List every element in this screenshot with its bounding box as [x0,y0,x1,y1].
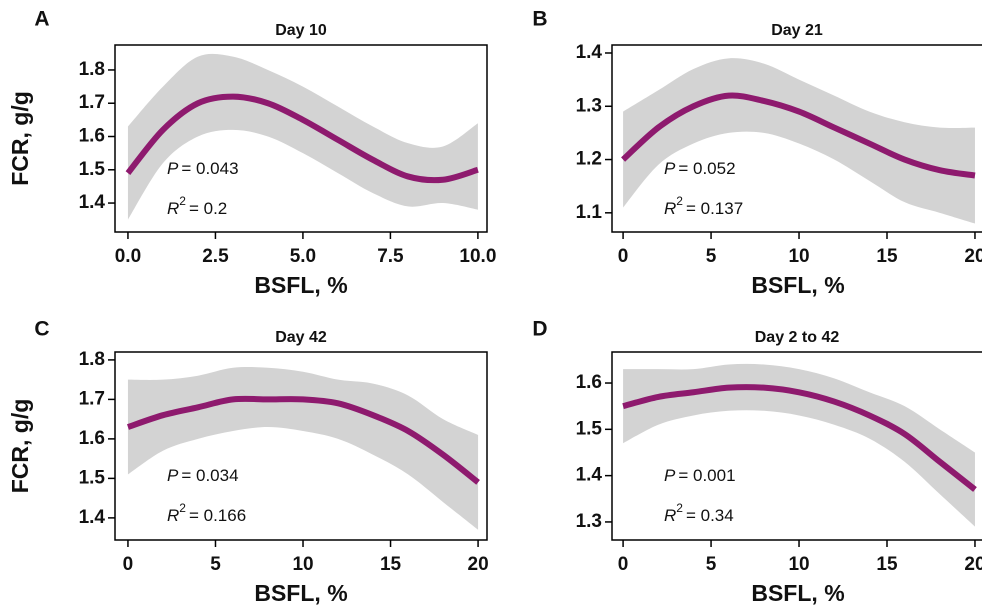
y-tick-label: 1.3 [576,511,602,532]
annotation-text: = 0.034 [181,466,238,485]
annotation-symbol: P [167,159,179,178]
annotation-symbol: R [664,199,676,218]
x-axis-label: BSFL, % [254,272,347,298]
annotation-symbol: R [167,506,179,525]
plot-frame [114,44,488,233]
y-tick-label: 1.2 [576,149,602,170]
panel-title: Day 10 [275,22,327,39]
annotation: P = 0.043 [167,159,239,178]
y-tick-label: 1.8 [79,349,105,370]
x-tick-label: 2.5 [202,246,229,267]
x-tick-label: 10 [292,554,313,575]
panel: B Day 21 1.1 1.2 1.3 1.4 0 5 10 15 20 BSFL, % P = 0.0… [532,8,982,298]
annotation: R2 = 0.2 [167,194,227,218]
x-tick-label: 5 [706,554,717,575]
panel: D Day 2 to 42 1.3 1.4 1.5 1.6 0 5 10 15 20 BSFL, % P… [532,318,982,606]
y-tick-label: 1.4 [576,42,603,63]
annotation-text: = 0.137 [686,199,743,218]
y-axis-label: FCR, g/g [7,91,33,186]
x-axis-label: BSFL, % [751,272,844,298]
plot-frame [114,351,488,541]
annotation-text: = 0.001 [678,466,735,485]
y-tick-label: 1.3 [576,95,602,116]
annotation-sup: 2 [676,194,683,208]
x-tick-label: 0 [618,246,629,267]
annotation: R2 = 0.34 [664,501,734,525]
panel-label: D [532,318,547,341]
x-axis-label: BSFL, % [751,580,844,606]
x-tick-label: 0 [123,554,134,575]
fit-line [126,395,480,485]
annotation-text: = 0.34 [686,506,734,525]
fit-line [125,93,479,184]
fit-line [622,384,977,492]
y-tick-label: 1.5 [79,159,106,180]
y-tick-label: 1.4 [576,465,603,486]
annotation: P = 0.001 [664,466,736,485]
annotation: R2 = 0.137 [664,194,743,218]
panel-label: C [34,318,49,341]
x-tick-label: 10 [788,554,809,575]
panel: A Day 10 1.4 1.5 1.6 1.7 1.8 0.0 2.5 5.0 7.5 10.0 BS… [7,8,496,299]
panel: C Day 42 1.4 1.5 1.6 1.7 1.8 0 5 10 15 20 BSFL, % FCR… [7,318,489,607]
y-tick-label: 1.5 [79,467,106,488]
x-tick-label: 0.0 [115,246,141,267]
confidence-band [127,367,479,530]
y-tick-label: 1.7 [79,92,105,113]
y-tick-label: 1.1 [576,202,603,223]
annotation-text: = 0.2 [189,199,227,218]
confidence-band [623,363,975,527]
annotation-symbol: R [167,199,179,218]
x-tick-label: 20 [964,246,982,267]
annotation: P = 0.034 [167,466,239,485]
x-tick-label: 10 [788,246,809,267]
panel-title: Day 21 [771,22,823,39]
x-tick-label: 7.5 [377,246,404,267]
x-tick-label: 15 [876,554,898,575]
annotation-symbol: P [664,466,676,485]
y-axis-label: FCR, g/g [7,399,33,494]
y-tick-label: 1.4 [79,507,106,528]
y-tick-label: 1.4 [79,192,106,213]
panel-title: Day 42 [275,329,327,346]
x-tick-label: 15 [380,554,402,575]
annotation-sup: 2 [179,501,186,515]
annotation: R2 = 0.166 [167,501,246,525]
y-tick-label: 1.6 [576,372,602,393]
y-tick-label: 1.6 [79,428,105,449]
x-tick-label: 20 [468,554,489,575]
annotation-sup: 2 [179,194,186,208]
fit-line [621,92,976,179]
x-tick-label: 10.0 [459,246,496,267]
annotation-sup: 2 [676,501,683,515]
x-tick-label: 5 [706,246,717,267]
annotation-symbol: R [664,506,676,525]
x-tick-label: 15 [876,246,898,267]
y-tick-label: 1.6 [79,126,105,147]
x-axis-label: BSFL, % [254,580,347,606]
x-tick-label: 0 [618,554,629,575]
y-tick-label: 1.5 [576,418,603,439]
panel-label: A [34,8,49,31]
annotation-text: = 0.052 [678,159,735,178]
panel-label: B [532,8,547,31]
x-tick-label: 5.0 [290,246,316,267]
annotation-symbol: P [167,466,179,485]
x-tick-label: 5 [210,554,221,575]
annotation-symbol: P [664,159,676,178]
annotation: P = 0.052 [664,159,736,178]
annotation-text: = 0.043 [181,159,238,178]
y-tick-label: 1.7 [79,388,105,409]
annotation-text: = 0.166 [189,506,246,525]
x-tick-label: 20 [964,554,982,575]
y-tick-label: 1.8 [79,59,105,80]
panel-title: Day 2 to 42 [755,329,840,346]
